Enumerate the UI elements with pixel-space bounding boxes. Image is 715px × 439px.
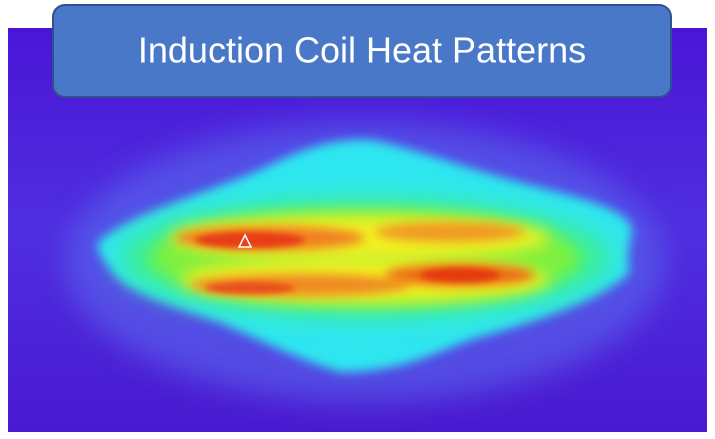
page: Induction Coil Heat Patterns (() => { co… <box>0 0 715 439</box>
upper-orange-stripe-right <box>375 222 525 242</box>
slide: Induction Coil Heat Patterns <box>0 0 715 439</box>
lower-red-spot-left <box>205 282 295 294</box>
lower-red-spot <box>420 268 500 282</box>
title: Induction Coil Heat Patterns <box>138 30 586 71</box>
